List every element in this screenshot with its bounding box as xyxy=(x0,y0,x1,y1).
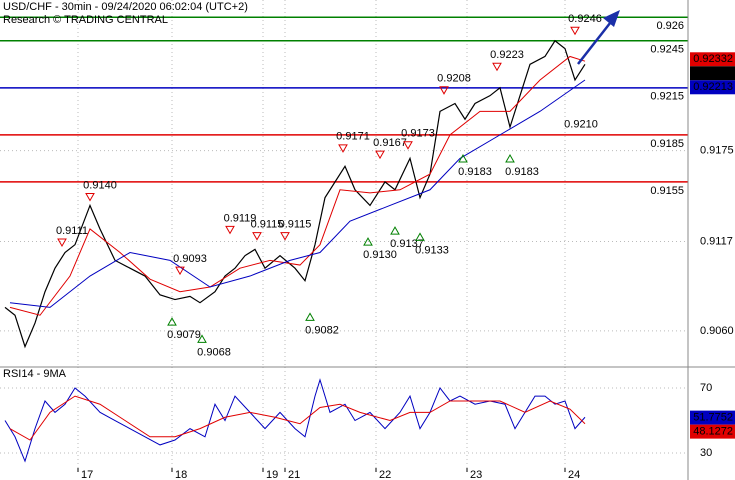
high-marker xyxy=(338,144,348,153)
annotation-label: 0.9111 xyxy=(56,225,88,237)
price-tag xyxy=(690,410,735,425)
annotation-label: 0.9210 xyxy=(564,119,598,131)
high-marker xyxy=(252,232,262,241)
annotation-label: 0.9093 xyxy=(173,253,207,265)
chart-subtitle: Research © TRADING CENTRAL xyxy=(3,14,168,26)
annotation-label: 0.9183 xyxy=(458,166,492,178)
annotation-label: 0.9079 xyxy=(167,329,201,341)
low-marker xyxy=(305,312,315,321)
high-marker xyxy=(492,62,502,72)
rsi-title: RSI14 - 9MA xyxy=(3,368,67,380)
price-tag xyxy=(690,52,735,67)
low-marker xyxy=(167,317,177,326)
chart-title: USD/CHF - 30min - 09/24/2020 06:02:04 (U… xyxy=(3,1,248,13)
low-marker xyxy=(505,154,515,163)
high-marker xyxy=(439,86,449,95)
annotation-label: 0.9133 xyxy=(415,244,449,256)
x-tick-label: 17 xyxy=(81,469,93,480)
annotation-label: 0.9208 xyxy=(437,73,471,85)
annotation-label: 0.9246 xyxy=(568,13,602,25)
level-label: 0.9215 xyxy=(650,91,684,103)
price-tag xyxy=(690,80,735,95)
y-tick-label: 30 xyxy=(700,447,712,459)
low-marker xyxy=(390,226,400,235)
high-marker xyxy=(403,141,413,150)
annotation-label: 0.9068 xyxy=(197,346,231,358)
annotation-label: 0.9137 xyxy=(390,238,424,250)
y-tick-label: 0.9175 xyxy=(700,144,734,156)
forecast-arrowhead xyxy=(603,10,620,27)
low-marker xyxy=(197,334,207,343)
series-line xyxy=(9,79,586,308)
price-tag-label: 51.7752 xyxy=(693,412,733,424)
level-label: 0.9245 xyxy=(650,44,684,56)
low-marker xyxy=(458,154,468,163)
high-marker xyxy=(375,150,385,160)
low-marker xyxy=(415,232,425,241)
level-label: 0.9185 xyxy=(650,138,684,150)
series-line xyxy=(4,39,586,349)
x-tick-label: 24 xyxy=(568,469,580,480)
price-tag-label: 0.92297 xyxy=(693,67,733,79)
annotation-label: 0.9082 xyxy=(305,324,339,336)
annotation-label: 0.9130 xyxy=(363,249,397,261)
x-tick-label: 19 xyxy=(266,469,278,480)
high-marker xyxy=(175,266,185,276)
series-line xyxy=(9,395,586,441)
annotation-label: 0.9183 xyxy=(505,166,539,178)
price-tag-label: 48.1272 xyxy=(693,426,733,438)
x-tick-label: 21 xyxy=(288,469,300,480)
high-marker xyxy=(280,232,290,241)
forecast-arrow xyxy=(577,17,615,65)
x-tick-label: 23 xyxy=(470,469,482,480)
annotation-label: 0.9171 xyxy=(336,131,370,143)
low-marker xyxy=(363,237,373,246)
high-marker xyxy=(57,238,67,247)
y-tick-label: 0.9117 xyxy=(700,235,733,247)
high-marker xyxy=(225,225,235,235)
y-tick-label: 70 xyxy=(700,382,712,394)
y-tick-label: 0.9060 xyxy=(700,325,734,337)
price-tag xyxy=(690,66,735,81)
x-tick-label: 22 xyxy=(379,469,391,480)
annotation-label: 0.9119 xyxy=(224,212,257,224)
price-tag-label: 0.92213 xyxy=(693,81,733,93)
x-tick-label: 18 xyxy=(175,469,187,480)
level-label: 0.926 xyxy=(656,20,684,32)
annotation-label: 0.9140 xyxy=(83,179,117,191)
annotation-label: 0.9115 xyxy=(279,219,312,231)
annotation-label: 0.9115 xyxy=(251,219,284,231)
high-marker xyxy=(85,192,95,202)
price-tag-label: 0.92332 xyxy=(693,53,733,65)
price-tag xyxy=(690,424,735,439)
annotation-label: 0.9173 xyxy=(401,128,435,140)
annotation-label: 0.9167 xyxy=(373,137,407,149)
series-line xyxy=(4,378,586,463)
level-label: 0.9155 xyxy=(650,185,684,197)
high-marker xyxy=(570,26,580,36)
annotation-label: 0.9223 xyxy=(490,49,524,61)
